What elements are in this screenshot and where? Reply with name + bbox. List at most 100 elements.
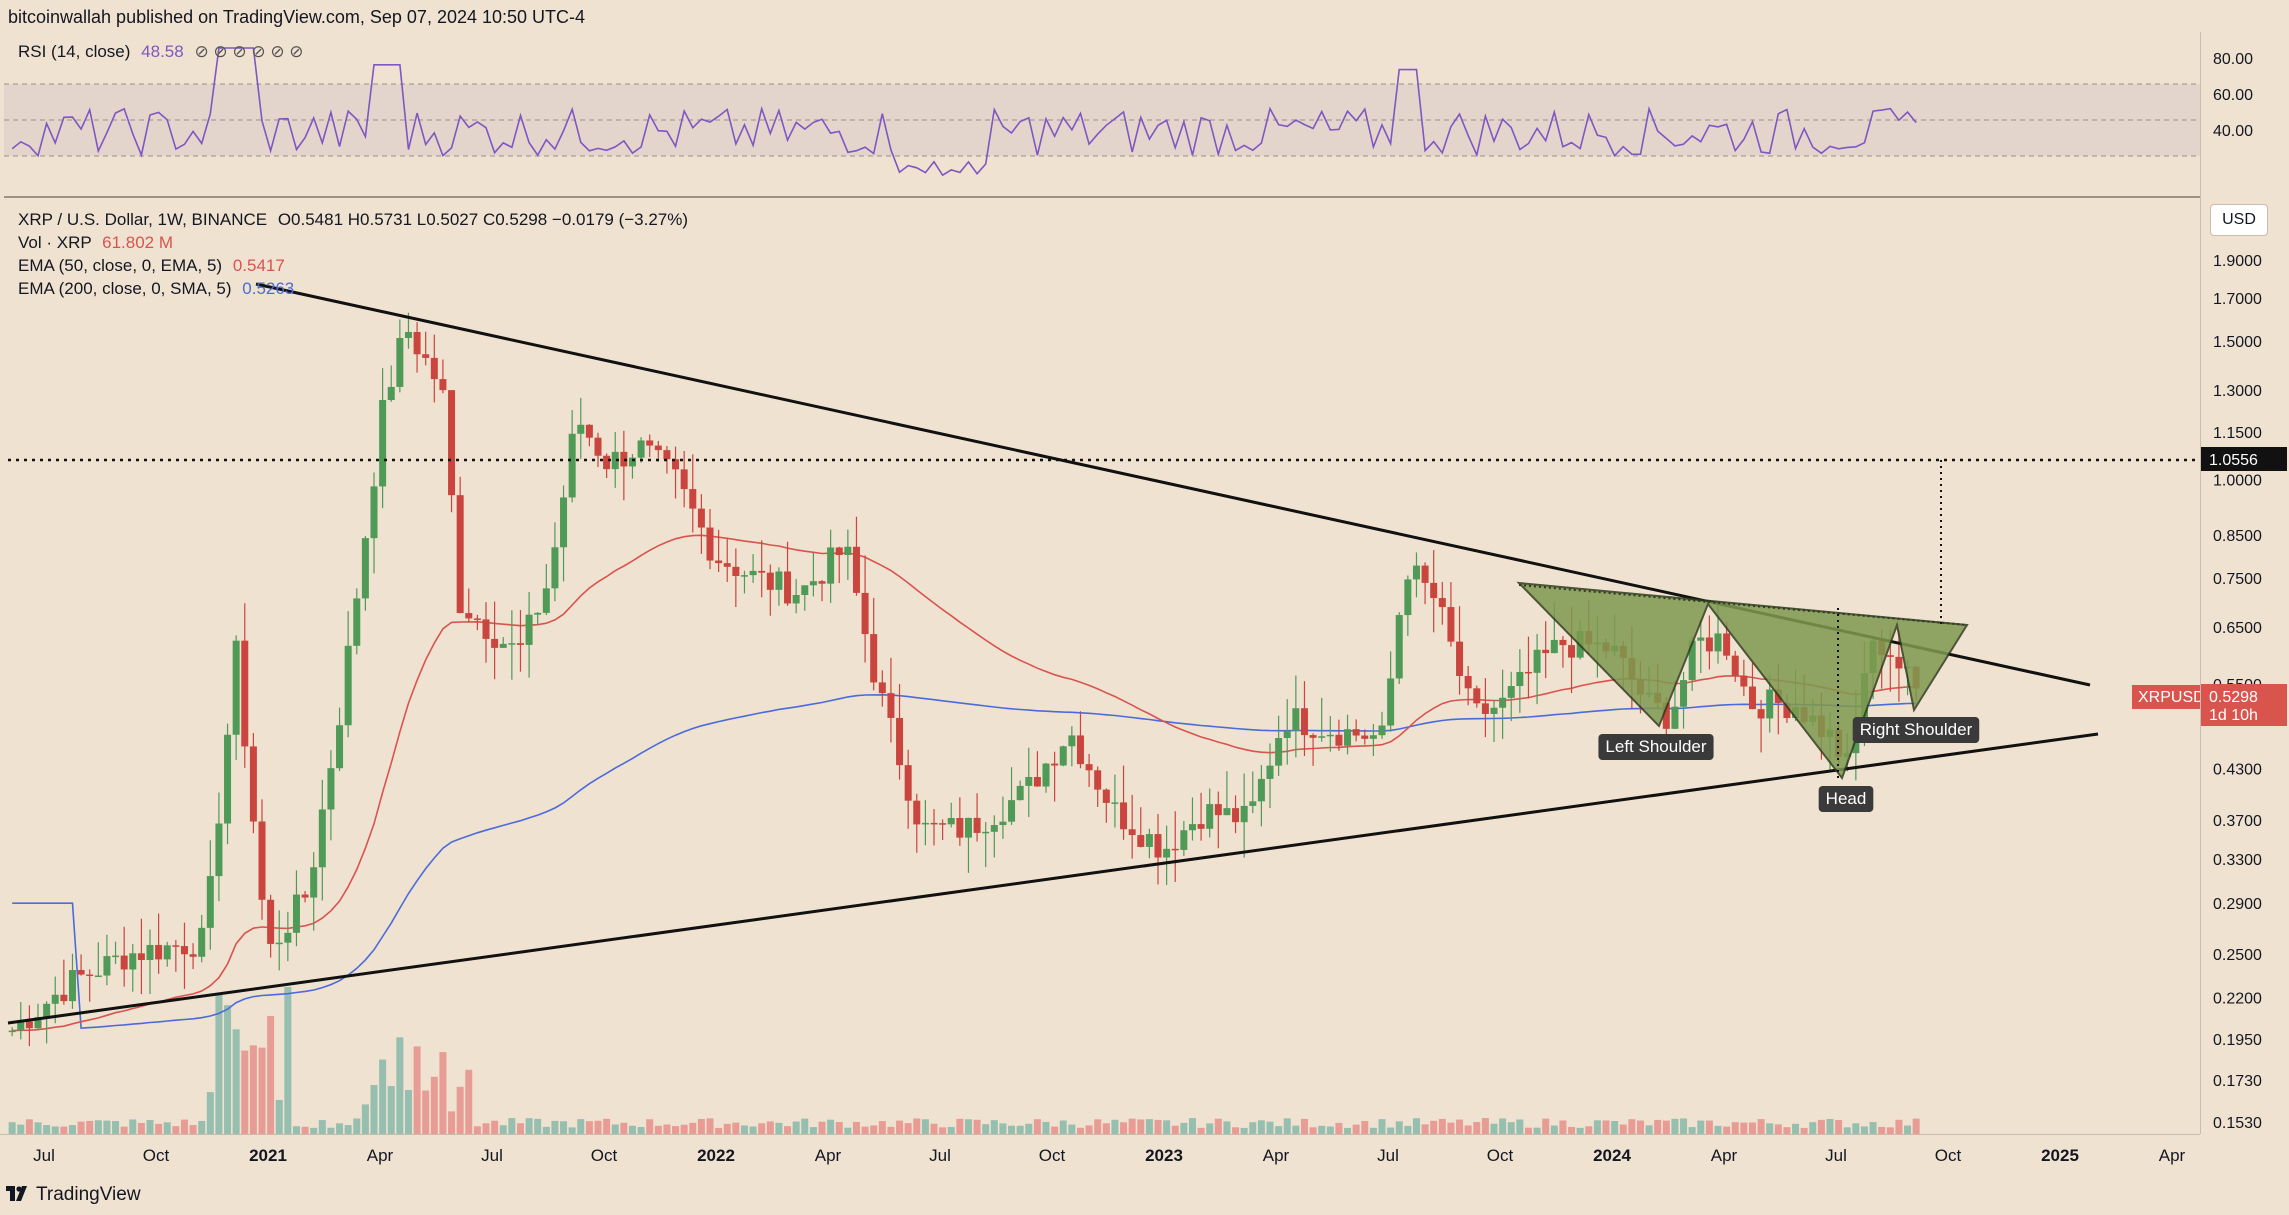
candle bbox=[680, 469, 688, 490]
candle bbox=[1507, 686, 1515, 698]
volume-bar bbox=[1214, 1118, 1222, 1134]
candle bbox=[1421, 565, 1429, 583]
ema200-legend[interactable]: EMA (200, close, 0, SMA, 5) 0.5263 bbox=[18, 279, 294, 299]
volume-bar bbox=[1094, 1119, 1102, 1134]
candle bbox=[1481, 703, 1489, 714]
volume-bar bbox=[1016, 1125, 1024, 1134]
candle bbox=[1102, 789, 1110, 803]
volume-legend[interactable]: Vol · XRP 61.802 M bbox=[18, 233, 173, 253]
volume-bar bbox=[344, 1125, 352, 1134]
price-tick: 0.2200 bbox=[2213, 991, 2262, 1008]
candle bbox=[508, 643, 516, 645]
volume-bar bbox=[137, 1122, 145, 1134]
countdown-tag: 1d 10h bbox=[2209, 707, 2258, 724]
volume-bar bbox=[249, 1045, 257, 1134]
volume-bar bbox=[1378, 1119, 1386, 1134]
volume-bar bbox=[129, 1119, 137, 1134]
tradingview-logo-icon[interactable] bbox=[6, 1182, 28, 1204]
candle bbox=[448, 390, 456, 496]
volume-bar bbox=[1792, 1123, 1800, 1134]
volume-bar bbox=[1783, 1127, 1791, 1134]
candle bbox=[732, 566, 740, 577]
time-tick: Apr bbox=[815, 1146, 842, 1165]
volume-bar bbox=[1723, 1126, 1731, 1134]
volume-bar bbox=[1447, 1122, 1455, 1134]
volume-bar bbox=[706, 1118, 714, 1134]
time-axis[interactable]: Jul Oct 2021 Apr Jul Oct 2022 Apr Jul Oct 2023 Apr J… bbox=[0, 1134, 2200, 1173]
volume-bar bbox=[1671, 1118, 1679, 1134]
candle bbox=[706, 527, 714, 561]
candle bbox=[1163, 848, 1171, 858]
candle bbox=[1042, 763, 1050, 787]
volume-bar bbox=[1852, 1123, 1860, 1134]
candle bbox=[1705, 637, 1713, 652]
candle bbox=[1412, 565, 1420, 580]
volume-bar bbox=[723, 1123, 731, 1134]
price-tick: 0.7500 bbox=[2213, 571, 2262, 588]
volume-bar bbox=[112, 1121, 120, 1134]
candle bbox=[1352, 729, 1360, 736]
candle bbox=[542, 588, 550, 613]
candle bbox=[1094, 770, 1102, 790]
volume-bar bbox=[801, 1118, 809, 1134]
candle bbox=[8, 1030, 16, 1033]
candle bbox=[1430, 582, 1438, 599]
candle bbox=[43, 1003, 51, 1018]
volume-bar bbox=[25, 1119, 33, 1134]
candle bbox=[930, 822, 938, 825]
ema50-legend[interactable]: EMA (50, close, 0, EMA, 5) 0.5417 bbox=[18, 256, 285, 276]
candle bbox=[904, 765, 912, 801]
candle bbox=[491, 638, 499, 648]
candle bbox=[34, 1017, 42, 1029]
candle bbox=[1051, 763, 1059, 766]
candle bbox=[1688, 640, 1696, 681]
candle bbox=[353, 598, 361, 646]
currency-button[interactable]: USD bbox=[2210, 204, 2268, 236]
volume-bar bbox=[1361, 1121, 1369, 1134]
candle bbox=[1008, 800, 1016, 822]
candle bbox=[249, 746, 257, 822]
candle bbox=[1033, 776, 1041, 787]
candle bbox=[611, 451, 619, 470]
volume-bar bbox=[1008, 1125, 1016, 1134]
candle bbox=[456, 495, 464, 614]
volume-bar bbox=[1025, 1123, 1033, 1134]
candle bbox=[1404, 579, 1412, 616]
volume-bar bbox=[844, 1127, 852, 1134]
candle bbox=[999, 821, 1007, 826]
volume-bar bbox=[1369, 1127, 1377, 1134]
footer-brand[interactable]: TradingView bbox=[36, 1184, 141, 1205]
candle bbox=[1524, 671, 1532, 674]
rsi-panel[interactable]: RSI (14, close) 48.58 ⊘ ⊘ ⊘ ⊘ ⊘ ⊘ bbox=[4, 32, 2200, 198]
volume-bar bbox=[60, 1126, 68, 1134]
price-axis[interactable]: 1.9000 1.7000 1.5000 1.3000 1.1500 1.0000 0.85… bbox=[2200, 32, 2289, 1134]
rsi-legend[interactable]: RSI (14, close) 48.58 ⊘ ⊘ ⊘ ⊘ ⊘ ⊘ bbox=[18, 42, 304, 62]
candle bbox=[1283, 730, 1291, 739]
candle bbox=[973, 817, 981, 833]
volume-bar bbox=[491, 1120, 499, 1134]
rsi-settings-icons[interactable]: ⊘ ⊘ ⊘ ⊘ ⊘ ⊘ bbox=[194, 42, 304, 61]
volume-bar bbox=[818, 1121, 826, 1134]
candle bbox=[887, 693, 895, 718]
rsi-value: 48.58 bbox=[141, 42, 184, 61]
volume-bar bbox=[896, 1120, 904, 1134]
volume-bar bbox=[1292, 1125, 1300, 1134]
volume-bar bbox=[930, 1123, 938, 1134]
volume-bar bbox=[921, 1119, 929, 1134]
ema200-value: 0.5263 bbox=[242, 279, 295, 298]
price-tick: 0.3300 bbox=[2213, 852, 2262, 869]
symbol-legend[interactable]: XRP / U.S. Dollar, 1W, BINANCE O0.5481 H… bbox=[18, 210, 688, 230]
rsi-series bbox=[11, 47, 1917, 177]
candle bbox=[1344, 729, 1352, 746]
volume-bar bbox=[1869, 1122, 1877, 1134]
volume-bar bbox=[1309, 1127, 1317, 1134]
candle bbox=[723, 563, 731, 567]
candle bbox=[1120, 802, 1128, 830]
volume-bar bbox=[1171, 1125, 1179, 1134]
volume-bar bbox=[1559, 1120, 1567, 1134]
price-panel[interactable]: Left Shoulder Head Right Shoulder XRPUSD X… bbox=[4, 198, 2205, 1134]
volume-bar bbox=[611, 1124, 619, 1134]
candle bbox=[861, 592, 869, 635]
volume-bar bbox=[146, 1120, 154, 1134]
candle bbox=[1369, 735, 1377, 739]
